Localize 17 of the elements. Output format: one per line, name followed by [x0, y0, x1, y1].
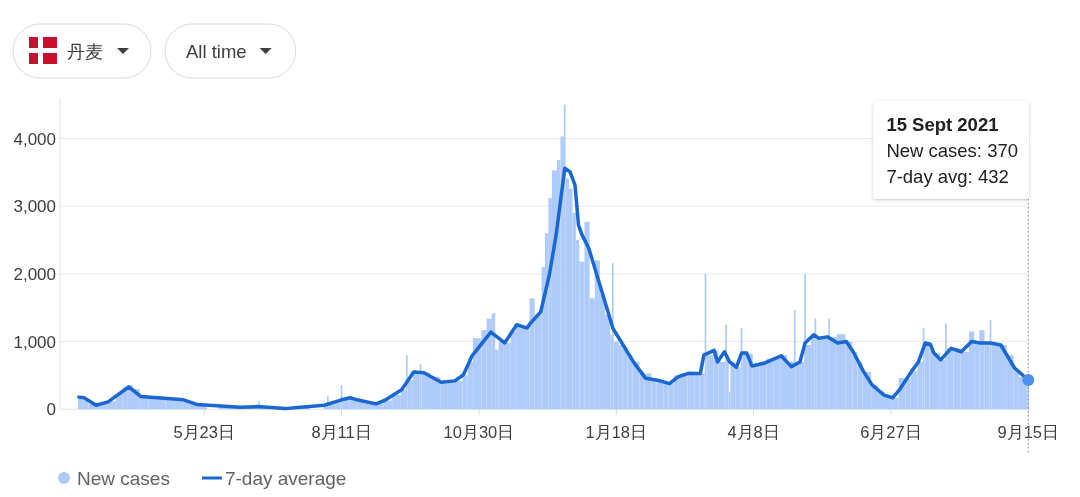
x-tick-label: 8月11日: [311, 423, 372, 442]
y-tick-label: 4,000: [13, 129, 56, 149]
y-tick-label: 2,000: [13, 264, 56, 284]
legend-label: 7-day average: [224, 467, 347, 489]
x-tick-label: 9月15日: [997, 423, 1060, 442]
chart-title: 丹麦: [67, 42, 103, 62]
x-tick-label: 6月27日: [860, 423, 922, 442]
y-tick-label: 0: [46, 400, 56, 420]
y-tick-label: 1,000: [13, 332, 56, 352]
x-tick-label: 4月8日: [727, 423, 780, 442]
chart-subtitle: All time: [186, 41, 247, 62]
annotation: 15 Sept 2021 New cases: 370 7-day avg: 432: [886, 113, 1018, 187]
x-tick-label: 5月23日: [173, 423, 235, 442]
y-tick-label: 3,000: [13, 197, 56, 217]
legend-label: New cases: [77, 467, 170, 489]
x-tick-label: 10月30日: [443, 423, 515, 442]
x-tick-label: 1月18日: [585, 423, 648, 442]
